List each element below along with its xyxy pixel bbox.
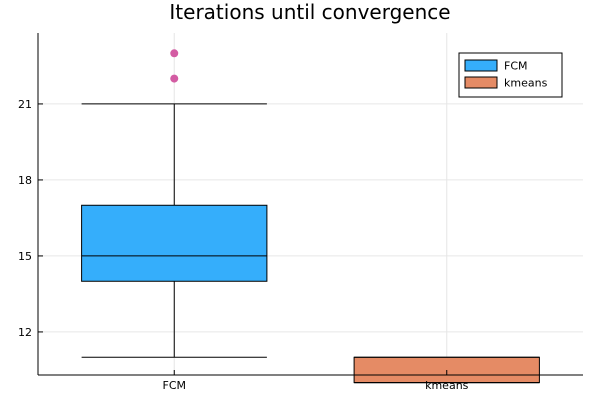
legend-swatch [464, 59, 498, 72]
y-tick-label: 21 [18, 98, 32, 111]
y-tick-label: 18 [18, 174, 32, 187]
x-tick-label: kmeans [425, 379, 469, 392]
outlier-point [170, 74, 179, 83]
legend: FCM kmeans [458, 52, 563, 98]
legend-swatch [464, 76, 498, 89]
x-tick-label: FCM [163, 379, 187, 392]
legend-label: FCM [504, 60, 528, 73]
y-tick-label: 15 [18, 250, 32, 263]
chart-title: Iterations until convergence [169, 0, 450, 24]
y-tick-label: 12 [18, 326, 32, 339]
outlier-point [170, 49, 179, 58]
box-iqr [81, 204, 268, 282]
series-layer [81, 49, 540, 384]
box-kmeans [353, 356, 540, 384]
axes: 12 15 18 21 FCM kmeans [18, 33, 583, 392]
legend-box [458, 52, 563, 98]
box-fcm [81, 49, 268, 358]
legend-label: kmeans [504, 77, 548, 90]
